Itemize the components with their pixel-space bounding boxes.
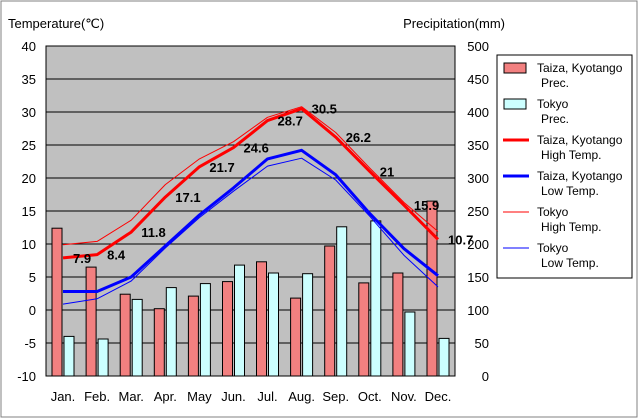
y-left-tick-label: 25 (22, 138, 36, 153)
bar (97, 338, 109, 377)
bar (119, 293, 131, 377)
bar (302, 273, 314, 377)
y-right-tick-label: 50 (475, 336, 489, 351)
bar (404, 311, 416, 377)
y-left-tick-label: 20 (22, 171, 36, 186)
bar (222, 281, 233, 377)
bar (85, 266, 97, 377)
y-right-tick-label: 0 (482, 369, 489, 384)
legend-label: Tokyo (537, 205, 569, 219)
x-tick-label: Sep. (322, 389, 349, 404)
data-label: 30.5 (312, 102, 337, 117)
series-line (62, 106, 439, 246)
bar (268, 272, 279, 377)
bar (187, 295, 199, 377)
bar (392, 272, 404, 377)
y-left-tick-label: 0 (29, 303, 36, 318)
legend-label: Taiza, Kyotango (537, 61, 623, 75)
bar (324, 245, 336, 377)
bar (234, 264, 245, 377)
x-tick-label: Mar. (119, 389, 144, 404)
data-label: 8.4 (107, 248, 126, 263)
plot-area: 7.9 8.4 11.8 17.1 21.7 24.6 28.7 30.5 26.2 21 15.9… (17, 39, 489, 404)
series-line (62, 157, 439, 305)
data-label: 7.9 (73, 251, 91, 266)
x-tick-label: Aug. (288, 389, 315, 404)
y-left-tick-label: 40 (22, 39, 36, 54)
x-tick-label: Nov. (391, 389, 417, 404)
y-left-tick-label: -10 (17, 369, 36, 384)
right-axis-title: Precipitation(mm) (403, 16, 505, 31)
series-line (63, 148, 439, 293)
bar (370, 220, 382, 377)
bar (51, 227, 63, 377)
y-left-tick-label: 35 (22, 72, 36, 87)
data-label: 21.7 (209, 160, 234, 175)
bar (358, 282, 370, 377)
y-right-tick-label: 300 (467, 171, 489, 186)
bar (290, 297, 302, 377)
legend-label: Prec. (541, 76, 569, 90)
data-label: 15.9 (414, 198, 439, 213)
y-right-tick-label: 150 (467, 270, 489, 285)
data-label: 17.1 (175, 190, 200, 205)
y-right-tick-label: 350 (467, 138, 489, 153)
bar (63, 335, 75, 377)
x-tick-label: Oct. (358, 389, 382, 404)
y-left-tick-label: 10 (22, 237, 36, 252)
legend-label: High Temp. (541, 220, 601, 234)
data-label: 28.7 (278, 114, 303, 129)
y-left-tick-label: -5 (24, 336, 36, 351)
data-label: 10.7 (448, 232, 473, 247)
series-line (62, 107, 440, 260)
bar (256, 261, 267, 377)
bar (199, 283, 211, 377)
y-right-tick-label: 500 (467, 39, 489, 54)
legend-label: High Temp. (541, 148, 601, 162)
x-tick-label: Dec. (425, 389, 452, 404)
bar (153, 308, 165, 377)
bar (336, 226, 348, 377)
data-label: 21 (380, 164, 394, 179)
bar (165, 287, 177, 377)
legend-label: Tokyo (537, 97, 569, 111)
left-axis-title: Temperature(℃) (8, 16, 104, 31)
x-tick-label: Feb. (84, 389, 110, 404)
x-tick-label: Jun. (221, 389, 246, 404)
y-right-tick-label: 400 (467, 105, 489, 120)
legend-label: Taiza, Kyotango (537, 169, 623, 183)
bar (426, 200, 438, 377)
legend-label: Tokyo (537, 241, 569, 255)
y-left-tick-label: 15 (22, 204, 36, 219)
legend-label: Low Temp. (541, 256, 599, 270)
legend-box (496, 54, 633, 279)
legend-label: Low Temp. (541, 184, 599, 198)
bar (131, 298, 143, 377)
y-left-tick-label: 5 (29, 270, 36, 285)
data-label: 26.2 (346, 130, 371, 145)
plot-frame (45, 45, 456, 377)
legend-label: Prec. (541, 112, 569, 126)
x-tick-label: Jan. (51, 389, 76, 404)
y-right-tick-label: 450 (467, 72, 489, 87)
legend-swatch (503, 62, 527, 74)
bar (438, 337, 450, 377)
x-tick-label: Apr. (154, 389, 177, 404)
data-label: 11.8 (141, 225, 166, 240)
data-label: 24.6 (244, 141, 269, 156)
y-left-tick-label: 30 (22, 105, 36, 120)
y-right-tick-label: 200 (467, 237, 489, 252)
y-right-tick-label: 100 (467, 303, 489, 318)
legend-swatch (503, 98, 527, 110)
x-tick-label: May (187, 389, 212, 404)
y-right-tick-label: 250 (467, 204, 489, 219)
legend-label: Taiza, Kyotango (537, 133, 623, 147)
x-tick-label: Jul. (257, 389, 277, 404)
